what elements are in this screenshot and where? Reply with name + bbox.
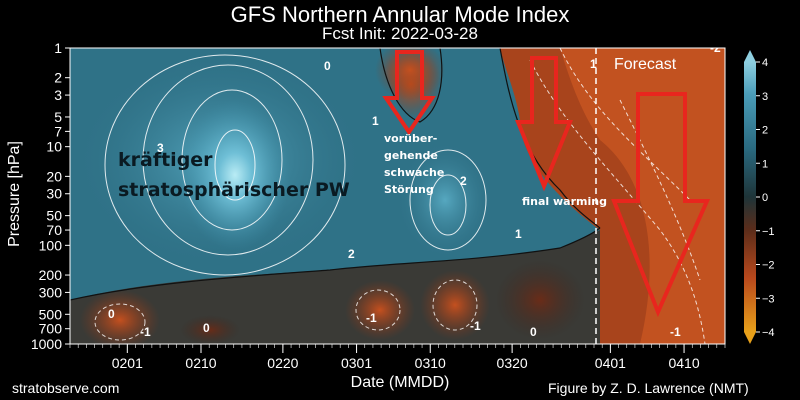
contour-label: 1 bbox=[590, 57, 597, 71]
annotation-main-line: stratosphärischer PW bbox=[118, 179, 350, 201]
nam-field: 0 1 3 2 2 1 1 0 -1 0 -1 -1 0 -1 -2 bbox=[70, 41, 725, 344]
x-tick-label: 0220 bbox=[267, 355, 298, 371]
x-tick-label: 0410 bbox=[668, 355, 699, 371]
y-tick-label: 5 bbox=[54, 109, 62, 125]
y-tick-label: 500 bbox=[39, 306, 63, 322]
credit-left: stratobserve.com bbox=[12, 380, 120, 396]
colorbar: 4 3 2 1 0 −1 −2 −3 −4 bbox=[744, 50, 775, 344]
contour-labels: 0 1 3 2 2 1 1 0 -1 0 -1 -1 0 -1 -2 bbox=[108, 41, 721, 339]
colorbar-tick-label: 4 bbox=[762, 57, 768, 69]
y-tick-label: 20 bbox=[46, 168, 62, 184]
x-axis-label: Date (MMDD) bbox=[350, 374, 450, 391]
colorbar-tick-label: −3 bbox=[762, 293, 775, 305]
contour-label: 2 bbox=[460, 174, 467, 188]
contour-label: -1 bbox=[366, 311, 377, 325]
y-tick-label: 7 bbox=[54, 123, 62, 139]
y-tick-label: 700 bbox=[39, 321, 63, 337]
colorbar-tick-label: −2 bbox=[762, 260, 775, 272]
annotation-middle-line: schwache bbox=[384, 166, 445, 179]
annotation-main: kräftiger stratosphärischer PW bbox=[118, 145, 350, 205]
annotation-middle-line: gehende bbox=[384, 149, 438, 162]
contour-label: 0 bbox=[108, 307, 115, 321]
annotation-middle-line: Störung bbox=[384, 183, 434, 196]
x-tick-label: 0301 bbox=[341, 355, 372, 371]
colorbar-tick-label: 0 bbox=[762, 192, 768, 204]
contour-label: 2 bbox=[348, 247, 355, 261]
y-tick-label: 1 bbox=[54, 40, 62, 56]
x-tick-label: 0320 bbox=[497, 355, 528, 371]
colorbar-tick-label: −1 bbox=[762, 226, 775, 238]
colorbar-tick-label: 3 bbox=[762, 91, 768, 103]
arrow-forecast bbox=[611, 92, 711, 318]
credit-right: Figure by Z. D. Lawrence (NMT) bbox=[548, 380, 749, 396]
y-tick-label: 3 bbox=[54, 87, 62, 103]
annotation-middle-line: vorüber- bbox=[384, 132, 438, 145]
y-tick-label: 10 bbox=[46, 139, 62, 155]
chart-title: GFS Northern Annular Mode Index bbox=[230, 2, 570, 27]
annotation-main-line: kräftiger bbox=[118, 149, 213, 171]
y-tick-label: 200 bbox=[39, 267, 63, 283]
y-tick-label: 30 bbox=[46, 186, 62, 202]
contour-label: 1 bbox=[372, 114, 379, 128]
x-tick-label: 0310 bbox=[415, 355, 446, 371]
arrow-disturbance bbox=[382, 50, 436, 136]
chart-subtitle: Fcst Init: 2022-03-28 bbox=[322, 24, 478, 43]
arrow-final-warming bbox=[515, 56, 573, 192]
contour-label: -1 bbox=[140, 325, 151, 339]
contour-label: -1 bbox=[670, 325, 681, 339]
colorbar-tick-label: −4 bbox=[762, 327, 775, 339]
y-tick-label: 100 bbox=[39, 237, 63, 253]
forecast-label: Forecast bbox=[614, 56, 677, 73]
y-tick-label: 1000 bbox=[31, 336, 62, 352]
y-tick-label: 50 bbox=[46, 208, 62, 224]
colorbar-tick-label: 1 bbox=[762, 158, 768, 170]
y-tick-label: 300 bbox=[39, 284, 63, 300]
annotation-middle: vorüber- gehende schwache Störung bbox=[384, 130, 474, 198]
contour-label: 0 bbox=[324, 59, 331, 73]
x-tick-label: 0210 bbox=[185, 355, 216, 371]
y-tick-label: 70 bbox=[46, 222, 62, 238]
contour-label: -2 bbox=[710, 41, 721, 55]
x-tick-label: 0201 bbox=[112, 355, 143, 371]
colorbar-tick-label: 2 bbox=[762, 125, 768, 137]
contour-label: 0 bbox=[203, 321, 210, 335]
contour-label: 3 bbox=[157, 141, 164, 155]
y-tick-label: 2 bbox=[54, 70, 62, 86]
y-axis-label: Pressure [hPa] bbox=[6, 141, 23, 247]
x-axis: 0201 0210 0220 0301 0310 0320 0401 0410 bbox=[69, 344, 726, 371]
annotation-final: final warming bbox=[522, 195, 607, 208]
contour-label: -1 bbox=[470, 319, 481, 333]
x-tick-label: 0401 bbox=[595, 355, 626, 371]
contour-label: 1 bbox=[515, 227, 522, 241]
contour-label: 0 bbox=[530, 325, 537, 339]
